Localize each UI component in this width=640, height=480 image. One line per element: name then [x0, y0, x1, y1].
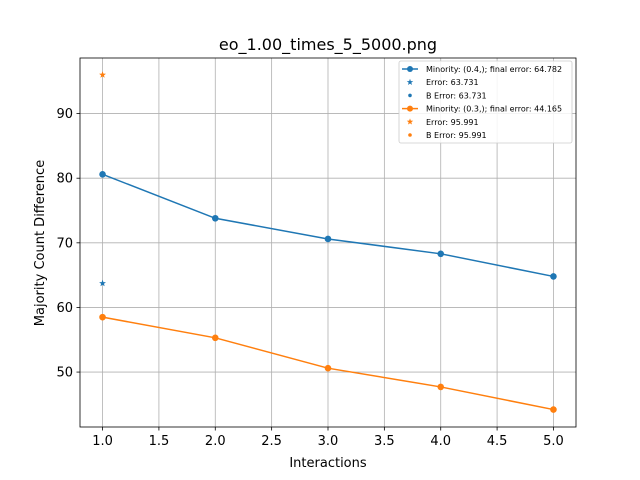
legend-entry-label: Error: 95.991: [426, 118, 479, 127]
data-point: [324, 364, 332, 372]
y-tick-label: 70: [56, 236, 73, 251]
legend-dot-marker: [408, 133, 412, 137]
data-point: [437, 383, 445, 391]
y-tick-label: 90: [56, 107, 73, 122]
x-tick-label: 3.5: [374, 434, 395, 449]
legend-entry-label: B Error: 95.991: [426, 131, 487, 140]
legend-star-marker: [406, 118, 414, 125]
x-tick-label: 1.5: [149, 434, 170, 449]
data-point: [324, 235, 332, 243]
y-tick-label: 60: [56, 301, 73, 316]
x-tick-label: 3.0: [318, 434, 339, 449]
legend-dot-marker: [408, 93, 412, 98]
series-1: [99, 171, 557, 287]
data-point: [437, 250, 445, 258]
series-layer: [99, 71, 557, 413]
legend-entry-label: Minority: (0.3,); final error: 44.165: [426, 105, 562, 114]
legend-entry-label: Error: 63.731: [426, 78, 479, 87]
error-star-marker: [99, 71, 106, 78]
legend-entry-label: B Error: 63.731: [426, 91, 487, 100]
ticks-layer: 1.0 1.5 2.0 2.5 3.0 3.5 4.0 4.5 5.0 50 60 70 80 90: [56, 107, 563, 449]
data-point: [211, 214, 219, 222]
data-point: [99, 171, 106, 178]
data-point: [550, 273, 557, 280]
legend-marker-circle: [407, 105, 413, 112]
error-star-marker: [99, 279, 106, 287]
y-tick-label: 50: [56, 366, 73, 381]
x-tick-label: 2.0: [205, 434, 226, 449]
x-tick-label: 4.0: [430, 434, 451, 449]
legend-entry-label: Minority: (0.4,); final error: 64.782: [426, 65, 562, 74]
chart-title: eo_1.00_times_5_5000.png: [219, 35, 437, 55]
x-tick-label: 4.5: [487, 434, 508, 449]
x-tick-label: 2.5: [261, 434, 282, 449]
legend-box: [398, 60, 573, 144]
data-point: [99, 313, 106, 321]
legend-star-marker: [406, 78, 414, 85]
legend: Minority: (0.4,); final error: 64.782 Err…: [398, 60, 573, 144]
series-2: [99, 71, 557, 413]
x-tick-label: 5.0: [543, 434, 564, 449]
data-point: [550, 406, 557, 413]
legend-marker-circle: [407, 66, 413, 72]
x-axis-label: Interactions: [289, 456, 367, 471]
y-tick-label: 80: [56, 172, 73, 187]
data-point: [211, 334, 219, 342]
x-tick-label: 1.0: [92, 434, 113, 449]
y-axis-label: Majority Count Difference: [33, 160, 48, 326]
